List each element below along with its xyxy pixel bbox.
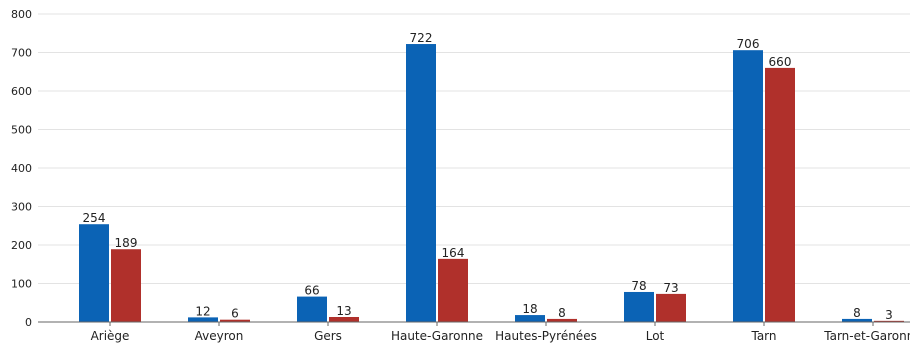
bar-series-2 [220, 319, 250, 322]
bars [79, 44, 904, 323]
bar-series-1 [733, 50, 763, 322]
x-tick-label: Tarn-et-Garonne [823, 329, 910, 343]
bar-series-2 [765, 67, 795, 323]
bar-series-1 [297, 296, 327, 322]
data-label: 12 [195, 304, 210, 318]
bar-series-1 [406, 44, 436, 322]
data-label: 706 [737, 37, 760, 51]
x-tick-label: Lot [646, 329, 665, 343]
x-tick-label: Gers [314, 329, 342, 343]
gridlines [38, 13, 910, 284]
x-tick-label: Ariège [91, 329, 130, 343]
y-tick-label: 300 [11, 201, 32, 214]
data-label: 164 [442, 246, 465, 260]
y-tick-label: 700 [11, 47, 32, 60]
data-label: 8 [853, 306, 861, 320]
data-label: 722 [410, 31, 433, 45]
y-axis-ticks: 0 100 200 300 400 500 600 700 800 [11, 8, 32, 329]
data-label: 73 [663, 281, 678, 295]
y-tick-label: 600 [11, 85, 32, 98]
data-label: 13 [336, 304, 351, 318]
data-label: 3 [885, 308, 893, 322]
bar-series-2 [656, 293, 686, 322]
bar-series-2 [874, 320, 904, 322]
data-label: 66 [304, 284, 319, 298]
bar-series-1 [624, 291, 654, 322]
data-label: 6 [231, 307, 239, 321]
x-axis-ticks: Ariège Aveyron Gers Haute-Garonne Hautes-Pyr… [91, 322, 910, 343]
x-tick-label: Haute-Garonne [391, 329, 483, 343]
data-label: 254 [83, 211, 106, 225]
bar-series-1 [515, 315, 545, 322]
y-tick-label: 0 [25, 316, 32, 329]
y-tick-label: 400 [11, 162, 32, 175]
data-label: 78 [631, 279, 646, 293]
x-tick-label: Aveyron [195, 329, 244, 343]
bar-series-2 [329, 316, 359, 322]
x-tick-label: Tarn [750, 329, 776, 343]
data-label: 8 [558, 306, 566, 320]
bar-series-1 [842, 318, 872, 322]
data-label: 18 [522, 302, 537, 316]
bar-series-2 [438, 258, 468, 322]
bar-series-1 [188, 317, 218, 322]
y-tick-label: 100 [11, 278, 32, 291]
data-label: 189 [115, 236, 138, 250]
data-label: 660 [769, 55, 792, 69]
bar-series-1 [79, 224, 109, 322]
bar-series-2 [547, 318, 577, 322]
y-tick-label: 800 [11, 8, 32, 21]
x-tick-label: Hautes-Pyrénées [495, 329, 597, 343]
y-tick-label: 200 [11, 239, 32, 252]
bar-series-2 [111, 249, 141, 322]
y-tick-label: 500 [11, 124, 32, 137]
